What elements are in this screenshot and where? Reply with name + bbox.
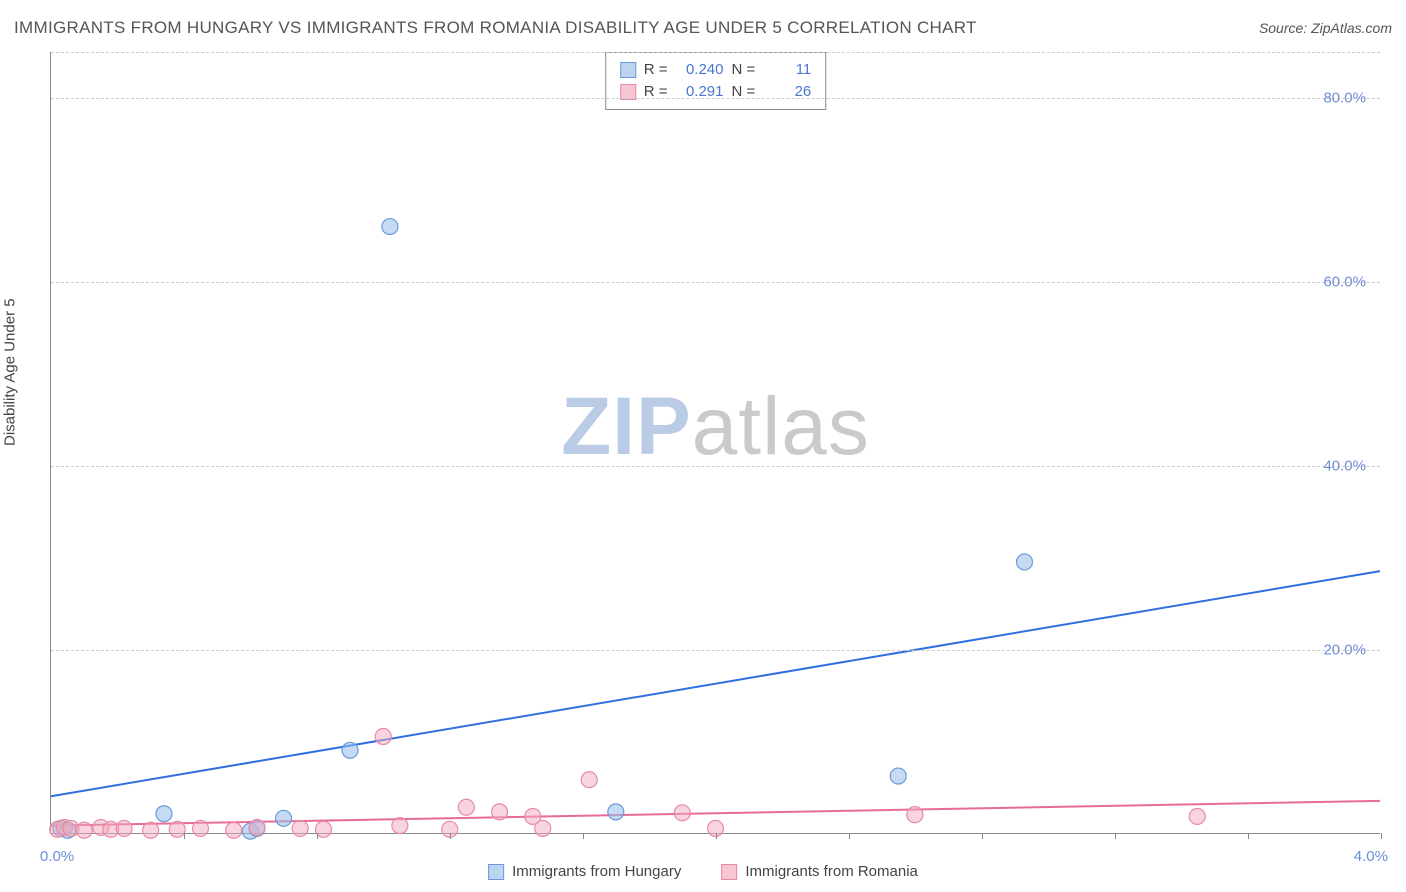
data-point[interactable] <box>382 219 398 235</box>
data-point[interactable] <box>492 804 508 820</box>
source-label: Source: <box>1259 20 1311 36</box>
x-tick <box>184 833 185 839</box>
data-point[interactable] <box>608 804 624 820</box>
x-tick <box>716 833 717 839</box>
data-point[interactable] <box>581 772 597 788</box>
x-tick <box>583 833 584 839</box>
x-tick <box>1381 833 1382 839</box>
data-point[interactable] <box>375 729 391 745</box>
data-point[interactable] <box>226 822 242 838</box>
data-point[interactable] <box>292 820 308 836</box>
data-point[interactable] <box>1016 554 1032 570</box>
plot-area: ZIPatlas R = 0.240 N = 11 R = 0.291 N = … <box>50 52 1380 834</box>
source-attribution: Source: ZipAtlas.com <box>1259 20 1392 36</box>
trend-line-0 <box>51 571 1380 796</box>
stat-n-label-0: N = <box>732 59 756 81</box>
x-tick <box>317 833 318 839</box>
stat-r-label-1: R = <box>644 81 668 103</box>
data-point[interactable] <box>535 820 551 836</box>
stat-r-label-0: R = <box>644 59 668 81</box>
bottom-legend: Immigrants from Hungary Immigrants from … <box>488 863 918 880</box>
data-point[interactable] <box>342 742 358 758</box>
y-tick-label: 80.0% <box>1323 90 1366 107</box>
data-point[interactable] <box>1189 808 1205 824</box>
data-point[interactable] <box>674 805 690 821</box>
bottom-legend-item-1: Immigrants from Romania <box>721 863 918 880</box>
gridline-h <box>51 282 1380 283</box>
legend-stats-box: R = 0.240 N = 11 R = 0.291 N = 26 <box>605 52 827 110</box>
title-bar: IMMIGRANTS FROM HUNGARY VS IMMIGRANTS FR… <box>14 18 1392 38</box>
x-tick <box>1115 833 1116 839</box>
bottom-legend-label-0: Immigrants from Hungary <box>512 863 681 880</box>
bottom-legend-swatch-romania <box>721 864 737 880</box>
bottom-legend-swatch-hungary <box>488 864 504 880</box>
stat-r-value-0: 0.240 <box>676 59 724 81</box>
x-max-label: 4.0% <box>1354 848 1388 865</box>
stat-n-value-1: 26 <box>763 81 811 103</box>
data-point[interactable] <box>143 822 159 838</box>
data-point[interactable] <box>156 806 172 822</box>
data-point[interactable] <box>116 820 132 836</box>
data-point[interactable] <box>249 819 265 835</box>
data-point[interactable] <box>169 821 185 837</box>
data-point[interactable] <box>276 810 292 826</box>
legend-stats-row-1: R = 0.291 N = 26 <box>620 81 812 103</box>
chart-title: IMMIGRANTS FROM HUNGARY VS IMMIGRANTS FR… <box>14 18 977 38</box>
stat-n-label-1: N = <box>732 81 756 103</box>
y-tick-label: 60.0% <box>1323 274 1366 291</box>
x-tick <box>849 833 850 839</box>
y-tick-label: 20.0% <box>1323 642 1366 659</box>
bottom-legend-label-1: Immigrants from Romania <box>745 863 918 880</box>
gridline-h <box>51 650 1380 651</box>
legend-swatch-hungary <box>620 62 636 78</box>
data-point[interactable] <box>907 807 923 823</box>
data-point[interactable] <box>76 822 92 838</box>
bottom-legend-item-0: Immigrants from Hungary <box>488 863 681 880</box>
plot-svg <box>51 52 1380 833</box>
x-tick <box>450 833 451 839</box>
stat-n-value-0: 11 <box>763 59 811 81</box>
data-point[interactable] <box>890 768 906 784</box>
y-tick-label: 40.0% <box>1323 458 1366 475</box>
data-point[interactable] <box>392 818 408 834</box>
x-tick <box>1248 833 1249 839</box>
source-site[interactable]: ZipAtlas.com <box>1311 20 1392 36</box>
gridline-h <box>51 98 1380 99</box>
gridline-h-top <box>51 52 1380 53</box>
y-axis-title: Disability Age Under 5 <box>2 298 19 446</box>
x-origin-label: 0.0% <box>40 848 74 865</box>
stat-r-value-1: 0.291 <box>676 81 724 103</box>
legend-stats-row-0: R = 0.240 N = 11 <box>620 59 812 81</box>
data-point[interactable] <box>193 820 209 836</box>
gridline-h <box>51 466 1380 467</box>
data-point[interactable] <box>458 799 474 815</box>
x-tick <box>982 833 983 839</box>
